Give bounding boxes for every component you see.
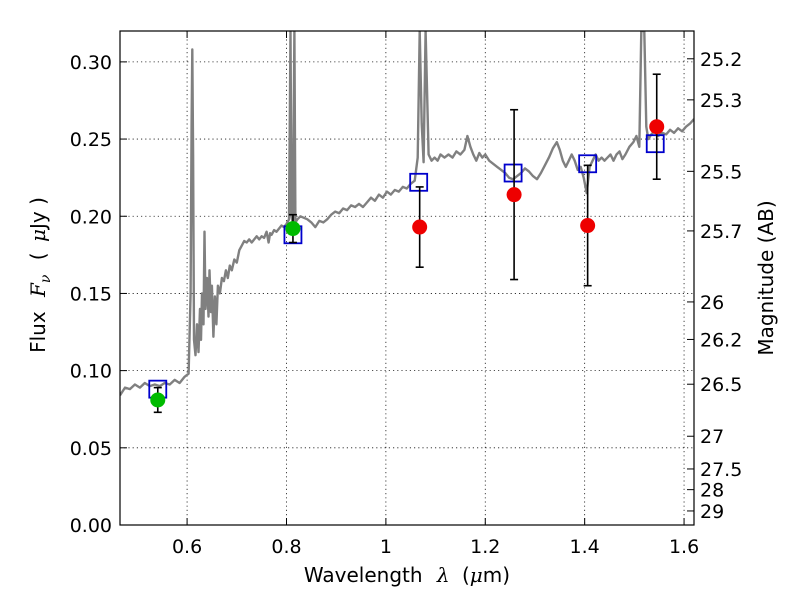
x-axis-unit-rest: m) [483,563,510,587]
y-tick-label: 0.30 [70,52,112,74]
y2-tick-label: 27 [700,426,724,448]
x-tick-label: 1.4 [570,536,600,558]
x-tick-label: 0.8 [271,536,301,558]
y-axis-title: Flux Fν ( μJy ) [26,197,55,353]
y2-tick-label: 26.2 [700,329,742,351]
y2-tick-label: 27.5 [700,459,742,481]
x-axis-unit-open: ( [462,563,470,587]
y2-tick-label: 29 [700,501,724,523]
y-tick-label: 0.15 [70,283,112,305]
y-tick-label: 0.10 [70,361,112,383]
y-axis-unit-mu: μ [26,229,50,242]
y-axis-unit-open: ( [26,252,50,260]
x-tick-label: 1.6 [669,536,699,558]
grid-lines [120,31,694,526]
y-tick-label: 0.25 [70,129,112,151]
y2-tick-label: 26.5 [700,374,742,396]
y-axis-symbol-sub: ν [38,274,54,283]
x-axis-symbol: λ [436,563,450,587]
x-tick-label: 0.6 [172,536,202,558]
y-tick-label: 0.05 [70,438,112,460]
y2-tick-label: 26 [700,292,724,314]
data-point [649,119,665,135]
y2-tick-label: 25.7 [700,221,742,243]
model-square-marker [503,163,523,183]
spectrum-line [120,31,694,396]
model-square-marker [409,172,429,192]
x-tick-label: 1.2 [470,536,500,558]
y2-tick-label: 25.3 [700,90,742,112]
y2-tick-label: 28 [700,480,724,502]
y2-tick-label: 25.5 [700,161,742,183]
y2-tick-label: 25.2 [700,49,742,71]
model-square-marker [645,134,665,154]
plot-frame [119,30,695,526]
x-axis-unit-mu: μ [470,563,483,587]
x-tick-label: 1 [380,536,392,558]
data-point [150,392,166,408]
y-tick-label: 0.20 [70,206,112,228]
y-axis-unit-rest: Jy ) [26,197,50,231]
axis-ticks: 0.6 0.8 1 1.2 1.4 1.6 0.00 0.05 0.10 0.15 0.20 0.25… [70,31,742,558]
data-point [285,221,301,237]
x-axis-title: Wavelength λ (μm) [304,563,510,587]
data-point [412,219,428,235]
y-axis-title-text: Flux [26,311,50,353]
data-point [580,218,596,234]
y-tick-label: 0.00 [70,515,112,537]
y2-axis-title: Magnitude (AB) [754,200,778,355]
y-axis-symbol: F [26,282,50,298]
data-point [506,187,522,203]
plot-area [120,31,694,414]
x-axis-title-text: Wavelength [304,563,423,587]
